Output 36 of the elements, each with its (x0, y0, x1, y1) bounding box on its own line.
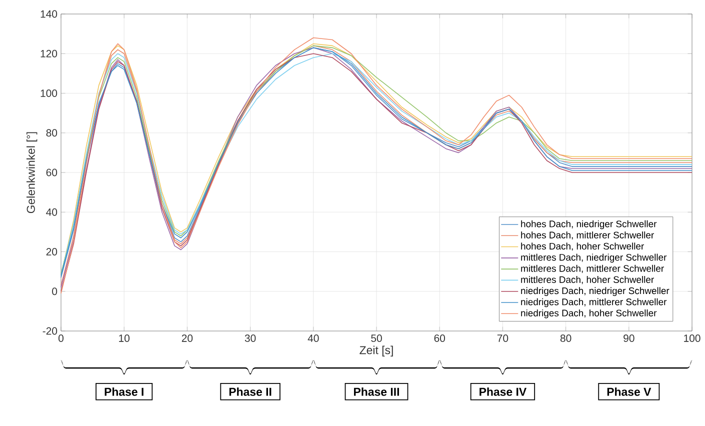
text: Phase I (104, 387, 144, 396)
legend-label: hohes Dach, mittlerer Schweller (521, 231, 654, 240)
x-tick-label: 50 (371, 334, 382, 342)
x-tick-label: 0 (58, 334, 64, 342)
x-tick-label: 10 (119, 334, 130, 342)
text: Phase IV (480, 387, 526, 396)
legend-label: mittleres Dach, niedriger Schweller (521, 254, 667, 263)
text: Phase II (229, 387, 272, 396)
y-tick-label: 40 (46, 208, 58, 216)
legend-label: niedriges Dach, mittlerer Schweller (521, 298, 667, 308)
y-tick-label: 0 (52, 288, 58, 296)
text: Phase V (607, 387, 652, 396)
y-tick-label: 120 (40, 50, 58, 58)
x-tick-label: 90 (624, 334, 634, 342)
x-tick-label: 40 (308, 334, 319, 342)
y-tick-label: 100 (40, 90, 58, 97)
legend-label: hohes Dach, niedriger Schweller (521, 220, 657, 230)
y-tick-label: 60 (46, 168, 58, 176)
x-tick-label: 80 (560, 334, 572, 342)
x-tick-label: 30 (244, 334, 256, 342)
legend-label: mittleres Dach, mittlerer Schweller (521, 264, 664, 273)
y-tick-label: 80 (46, 129, 58, 137)
legend-label: niedriges Dach, niedriger Schweller (521, 287, 670, 296)
legend-label: mittleres Dach, hoher Schweller (521, 276, 654, 284)
y-tick-label: -20 (42, 327, 58, 335)
legend-label: hohes Dach, hoher Schweller (521, 242, 644, 251)
x-tick-label: 20 (182, 334, 193, 342)
x-axis-title: Zeit [s] (360, 346, 393, 356)
x-tick-label: 100 (684, 334, 700, 342)
y-axis-title: Gelenkwinkel [°] (26, 132, 38, 214)
y-tick-label: 140 (40, 10, 58, 18)
text: Phase III (354, 387, 399, 396)
x-tick-label: 60 (434, 334, 446, 342)
legend-label: niedriges Dach, hoher Schweller (521, 309, 657, 318)
y-tick-label: 20 (46, 248, 58, 256)
x-tick-label: 70 (497, 334, 508, 342)
